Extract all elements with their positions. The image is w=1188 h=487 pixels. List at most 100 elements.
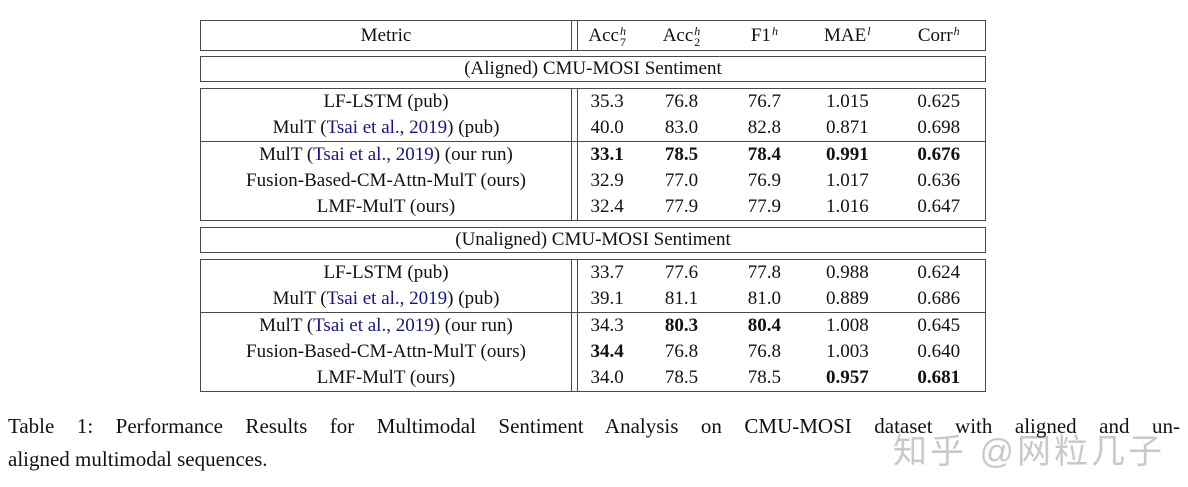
column-header: F1 h [750,23,778,46]
metric-value: 33.7 [590,262,624,283]
model-name: MulT (Tsai et al., 2019) (pub) [201,115,572,141]
metric-value: 0.624 [917,262,961,283]
metric-value: 33.1 [590,144,624,165]
metric-value: 0.698 [917,117,961,138]
column-header: MAE l [824,23,871,46]
caption-line-2: aligned multimodal sequences. [8,447,268,471]
column-divider [572,168,578,194]
model-name: MulT (Tsai et al., 2019) (our run) [201,313,572,339]
column-divider [572,194,578,220]
metric-value: 1.003 [825,341,869,362]
metric-value: 76.8 [664,341,699,362]
metric-value: 0.625 [917,91,961,112]
column-divider [572,21,578,50]
metric-value: 80.3 [664,315,699,336]
metric-value: 81.1 [664,288,699,309]
section-title: (Unaligned) CMU-MOSI Sentiment [455,229,731,250]
metric-value: 77.8 [747,262,782,283]
column-divider [572,365,578,391]
header-columns: Acc h 7 Acc h 2 F1 h MAE l Corr h [578,21,985,50]
table-row: LMF-MulT (ours) 34.0 78.5 78.5 0.957 0.681 [201,365,985,391]
metric-value: 76.8 [664,91,699,112]
results-table: Metric Acc h 7 Acc h 2 F1 h MAE l Corr h (Aligned) … [200,20,986,392]
metric-value: 1.015 [825,91,869,112]
metric-value: 0.686 [917,288,961,309]
metric-value: 78.5 [747,367,782,388]
model-name: Fusion-Based-CM-Attn-MulT (ours) [201,339,572,365]
metric-value: 80.4 [747,315,782,336]
model-name: LF-LSTM (pub) [201,89,572,115]
column-header: Corr h [917,23,960,46]
metric-value: 0.991 [825,144,869,165]
metric-value: 0.957 [825,367,869,388]
metric-value: 77.6 [664,262,699,283]
table-row: MulT (Tsai et al., 2019) (our run) 34.3 80… [201,312,985,339]
section-header-unaligned: (Unaligned) CMU-MOSI Sentiment [200,227,986,253]
metric-value: 0.636 [917,170,961,191]
metric-value: 0.645 [917,315,961,336]
unaligned-rows: LF-LSTM (pub) 33.7 77.6 77.8 0.988 0.624 MulT … [200,259,986,392]
metric-value: 76.8 [747,341,782,362]
metric-value: 78.4 [747,144,782,165]
metric-value: 0.676 [917,144,961,165]
table-row: Fusion-Based-CM-Attn-MulT (ours) 32.9 77.0… [201,168,985,194]
metric-value: 34.0 [590,367,624,388]
caption-line-1: Table 1: Performance Results for Multimo… [8,414,1180,438]
metric-value: 82.8 [747,117,782,138]
model-name: LMF-MulT (ours) [201,365,572,391]
metric-value: 1.008 [825,315,869,336]
column-header-metric: Metric [201,21,572,50]
metric-value: 1.017 [825,170,869,191]
metric-value: 76.9 [747,170,782,191]
table-row: MulT (Tsai et al., 2019) (our run) 33.1 78… [201,141,985,168]
section-header-aligned: (Aligned) CMU-MOSI Sentiment [200,56,986,82]
section-title: (Aligned) CMU-MOSI Sentiment [464,58,722,79]
metric-value: 39.1 [590,288,624,309]
metric-value: 76.7 [747,91,782,112]
column-header: Acc h 7 [588,23,626,49]
metric-value: 78.5 [664,144,699,165]
column-divider [572,339,578,365]
table-row: LF-LSTM (pub) 35.3 76.8 76.7 1.015 0.625 [201,89,985,115]
column-divider [572,115,578,141]
metric-value: 40.0 [590,117,624,138]
table-row: Fusion-Based-CM-Attn-MulT (ours) 34.4 76.8… [201,339,985,365]
metric-value: 0.871 [825,117,869,138]
column-divider [572,313,578,339]
citation-link[interactable]: Tsai et al., 2019 [326,288,448,309]
metric-value: 0.988 [825,262,869,283]
metric-value: 77.0 [664,170,699,191]
column-divider [572,286,578,312]
citation-link[interactable]: Tsai et al., 2019 [313,144,434,165]
column-divider [572,89,578,115]
table-header-row: Metric Acc h 7 Acc h 2 F1 h MAE l Corr h [200,20,986,51]
metric-value: 77.9 [664,196,699,217]
table-row: MulT (Tsai et al., 2019) (pub) 39.1 81.1 81… [201,286,985,312]
metric-value: 0.647 [917,196,961,217]
citation-link[interactable]: Tsai et al., 2019 [313,315,434,336]
aligned-rows: LF-LSTM (pub) 35.3 76.8 76.7 1.015 0.625 MulT … [200,88,986,221]
model-name: MulT (Tsai et al., 2019) (our run) [201,142,572,168]
metric-value: 34.3 [590,315,624,336]
zhihu-watermark: 知乎 @网粒几子 [893,433,1165,471]
model-name: LF-LSTM (pub) [201,260,572,286]
table-row: MulT (Tsai et al., 2019) (pub) 40.0 83.0 82… [201,115,985,141]
metric-value: 0.889 [825,288,869,309]
metric-value: 32.9 [590,170,624,191]
metric-value: 1.016 [825,196,869,217]
metric-value: 32.4 [590,196,624,217]
model-name: Fusion-Based-CM-Attn-MulT (ours) [201,168,572,194]
table-row: LMF-MulT (ours) 32.4 77.9 77.9 1.016 0.647 [201,194,985,220]
column-header: Acc h 2 [662,23,701,49]
metric-value: 77.9 [747,196,782,217]
column-divider [572,260,578,286]
metric-value: 34.4 [590,341,624,362]
citation-link[interactable]: Tsai et al., 2019 [326,117,448,138]
table-row: LF-LSTM (pub) 33.7 77.6 77.8 0.988 0.624 [201,260,985,286]
metric-value: 81.0 [747,288,782,309]
table-caption: Table 1: Performance Results for Multimo… [8,410,1180,476]
metric-value: 0.681 [917,367,961,388]
metric-value: 83.0 [664,117,699,138]
model-name: LMF-MulT (ours) [201,194,572,220]
